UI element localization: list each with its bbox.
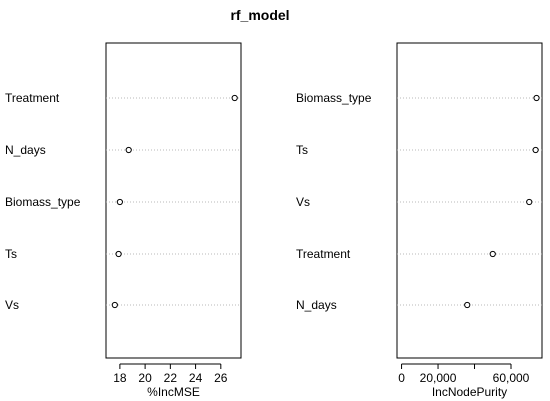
- variable-label: Biomass_type: [5, 195, 81, 209]
- variable-label: Treatment: [296, 247, 351, 261]
- x-tick-label: 0: [398, 371, 405, 385]
- variable-label: Ts: [5, 247, 17, 261]
- panel-incmse: Treatment N_days Biomass_type Ts Vs 18 20 22 24 2…: [5, 42, 242, 399]
- x-tick-label: 18: [113, 371, 127, 385]
- importance-point: [116, 198, 123, 206]
- importance-point: [489, 250, 496, 258]
- importance-point: [111, 301, 118, 309]
- x-tick-label: 22: [164, 371, 178, 385]
- variable-label: Biomass_type: [296, 91, 372, 105]
- importance-point: [464, 301, 471, 309]
- variable-label: Treatment: [5, 91, 60, 105]
- variable-label: N_days: [296, 298, 337, 312]
- importance-point: [115, 250, 122, 258]
- importance-point: [125, 146, 132, 154]
- importance-point: [231, 94, 238, 102]
- variable-label: Vs: [5, 298, 19, 312]
- x-tick-label: 20: [138, 371, 152, 385]
- x-tick-label: 60,000: [493, 371, 530, 385]
- plot-frame: [396, 42, 543, 359]
- panel-incnodepurity: Biomass_type Ts Vs Treatment N_days 0 20,000 60…: [296, 42, 543, 399]
- x-axis-title: %IncMSE: [147, 385, 200, 399]
- plot-frame: [105, 42, 242, 359]
- chart-title: rf_model: [230, 7, 289, 23]
- variable-label: Vs: [296, 195, 310, 209]
- x-tick-label: 20,000: [420, 371, 457, 385]
- x-tick-label: 24: [189, 371, 203, 385]
- variable-label: Ts: [296, 143, 308, 157]
- variable-label: N_days: [5, 143, 46, 157]
- importance-point: [526, 198, 533, 206]
- x-axis-title: IncNodePurity: [432, 385, 507, 399]
- importance-point: [533, 94, 540, 102]
- importance-point: [532, 146, 539, 154]
- x-tick-label: 26: [214, 371, 228, 385]
